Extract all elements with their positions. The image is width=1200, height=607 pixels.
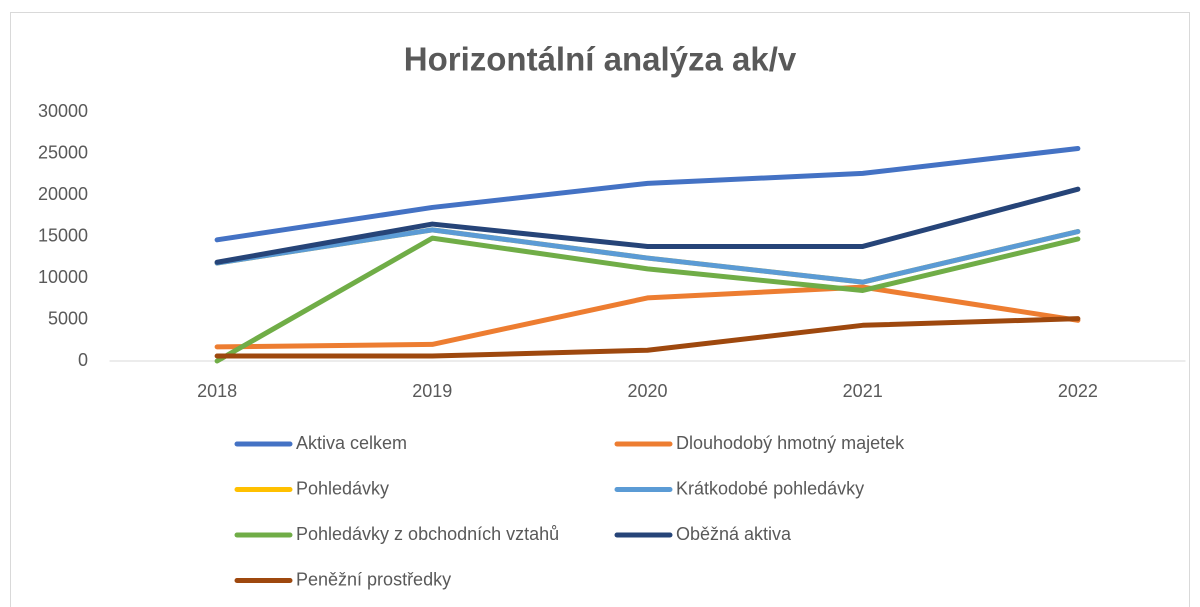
series-line <box>214 227 1081 285</box>
y-tick-label: 5000 <box>48 308 88 328</box>
series-line <box>214 186 1081 265</box>
series-line <box>214 146 1081 243</box>
x-tick-label: 2021 <box>843 381 883 401</box>
y-tick-label: 0 <box>78 350 88 370</box>
y-tick-label: 30000 <box>38 101 88 121</box>
x-tick-label: 2018 <box>197 381 237 401</box>
y-tick-label: 10000 <box>38 267 88 287</box>
series-line <box>214 316 1081 359</box>
y-tick-label: 25000 <box>38 142 88 162</box>
legend-label: Peněžní prostředky <box>296 569 451 589</box>
x-tick-label: 2019 <box>412 381 452 401</box>
legend-label: Pohledávky <box>296 478 389 498</box>
chart-title: Horizontální analýza ak/v <box>404 41 797 78</box>
y-tick-label: 15000 <box>38 225 88 245</box>
y-tick-label: 20000 <box>38 184 88 204</box>
series-line <box>214 235 1081 364</box>
legend-label: Aktiva celkem <box>296 433 407 453</box>
legend-label: Oběžná aktiva <box>676 524 792 544</box>
legend-label: Dlouhodobý hmotný majetek <box>676 433 905 453</box>
x-tick-label: 2022 <box>1058 381 1098 401</box>
series-line <box>214 284 1081 350</box>
legend-label: Pohledávky z obchodních vztahů <box>296 524 559 544</box>
x-tick-label: 2020 <box>627 381 667 401</box>
legend-label: Krátkodobé pohledávky <box>676 478 864 498</box>
